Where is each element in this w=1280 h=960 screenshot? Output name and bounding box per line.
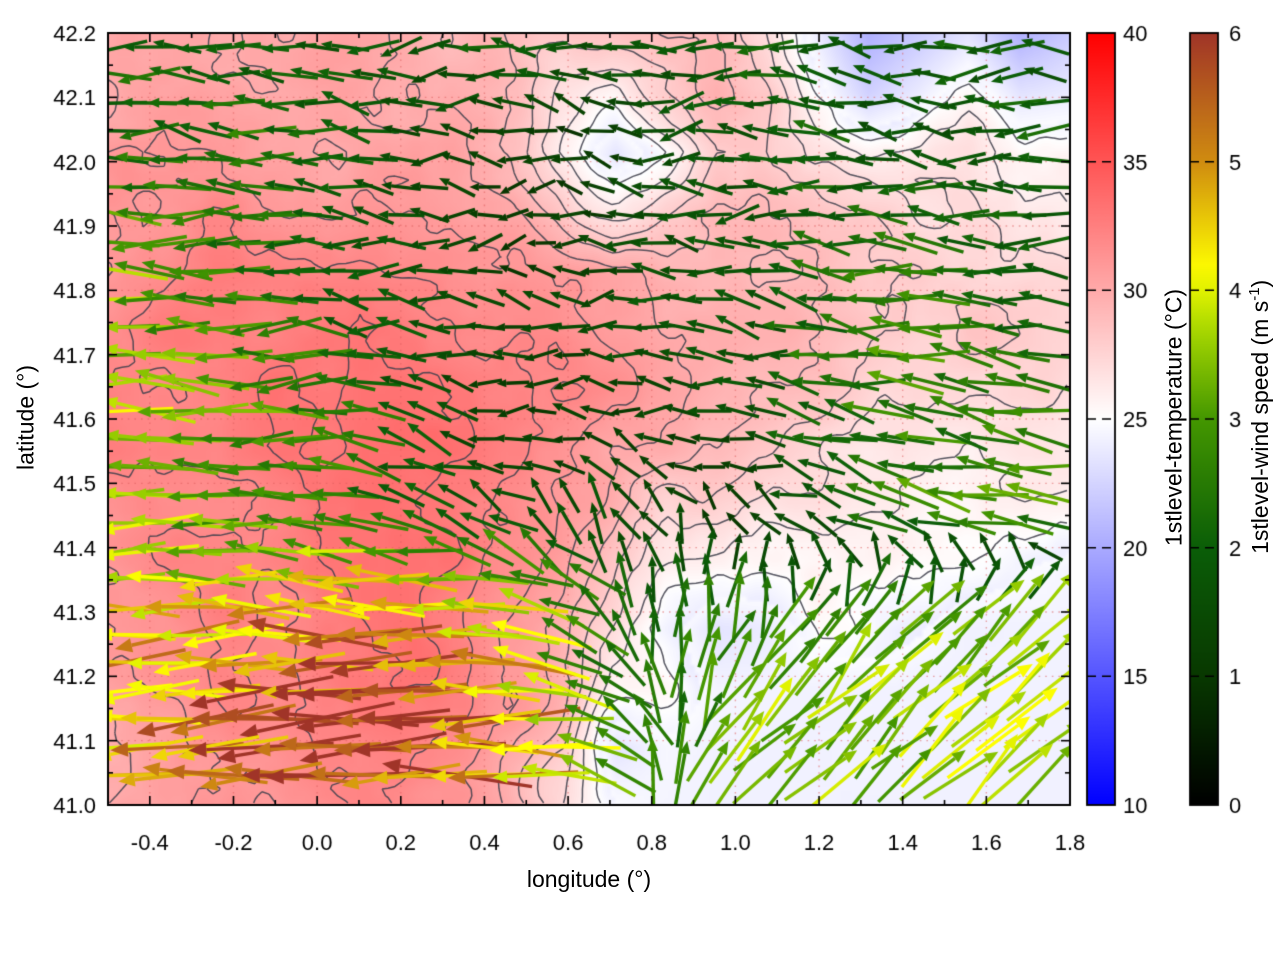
chart-canvas <box>0 0 1280 960</box>
weather-map-figure: longitude (°) latitude (°) 1stlevel-temp… <box>0 0 1280 960</box>
